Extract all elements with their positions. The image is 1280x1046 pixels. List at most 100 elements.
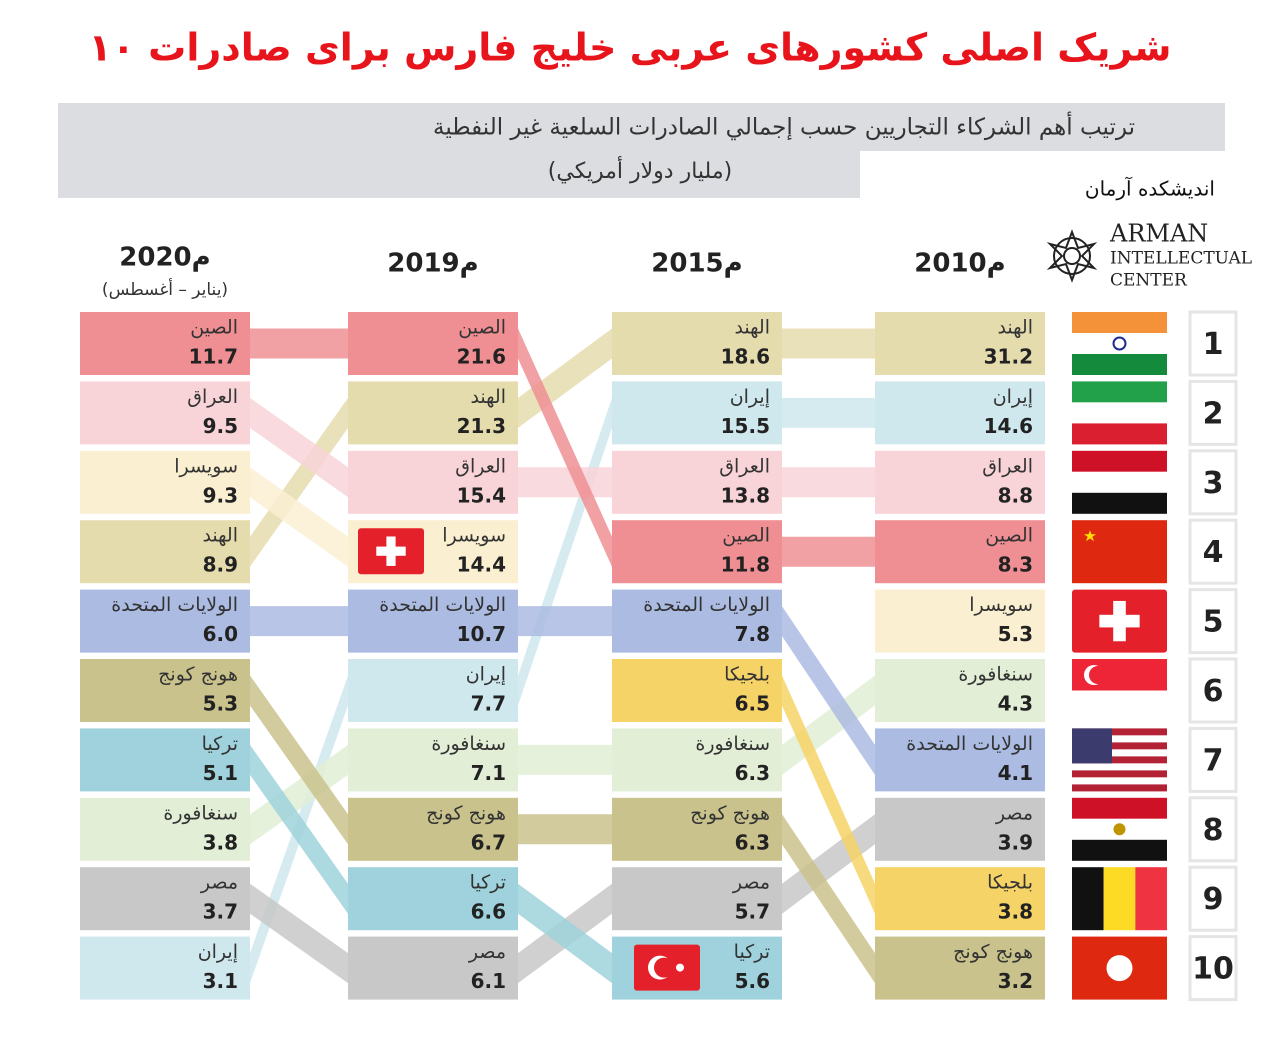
rank-box — [1188, 518, 1238, 585]
flag — [1072, 728, 1167, 736]
logo-text: INTELLECTUAL — [1110, 249, 1252, 269]
partner-box — [875, 450, 1045, 514]
rank-box — [1188, 588, 1238, 655]
partner-box — [348, 589, 518, 653]
flag — [1072, 777, 1167, 785]
flag-cross — [376, 546, 406, 556]
partner-name: سويسرا — [174, 455, 238, 477]
partner-box — [80, 589, 250, 653]
partner-value: 3.8 — [203, 830, 238, 854]
flag — [1072, 492, 1167, 514]
subtitle-box — [58, 103, 1225, 151]
partner-name: الولايات المتحدة — [111, 594, 238, 616]
logo-persian: اندیشکده آرمان — [1085, 177, 1215, 201]
logo-text: CENTER — [1110, 271, 1188, 291]
flag — [1072, 381, 1167, 403]
logo-text: ARMAN — [1109, 220, 1208, 248]
partner-value: 6.6 — [471, 900, 506, 924]
flag — [1072, 735, 1167, 743]
partner-value: 21.3 — [457, 414, 506, 438]
partner-box — [80, 936, 250, 1000]
rank-box — [1188, 726, 1238, 793]
rank: 2 — [1203, 396, 1224, 431]
partner-name: الولايات المتحدة — [906, 733, 1033, 755]
partner-box — [612, 450, 782, 514]
partner-value: 8.8 — [998, 483, 1033, 507]
partner-value: 8.9 — [203, 553, 238, 577]
ribbon — [782, 397, 875, 428]
partner-name: الصين — [722, 525, 770, 547]
flag — [1072, 312, 1167, 333]
partner-box — [875, 589, 1045, 653]
partner-value: 3.8 — [998, 900, 1033, 924]
partner-value: 14.4 — [457, 553, 506, 577]
partner-name: هونج كونج — [426, 802, 506, 824]
partner-box — [875, 728, 1045, 792]
partner-name: مصر — [995, 802, 1033, 824]
ribbon — [250, 675, 348, 845]
flag — [1072, 742, 1167, 750]
partner-box — [348, 381, 518, 445]
partner-value: 6.0 — [203, 622, 238, 646]
rank: 6 — [1203, 674, 1224, 709]
partner-name: إيران — [198, 941, 238, 964]
flag — [1072, 763, 1167, 771]
ribbons — [250, 328, 875, 984]
partner-name: العراق — [455, 455, 506, 477]
subtitle-box — [58, 150, 860, 198]
partner-box — [348, 797, 518, 861]
flag — [1072, 333, 1167, 354]
flag-crescent — [654, 957, 674, 978]
partner-box — [612, 312, 782, 375]
partner-box — [80, 450, 250, 514]
ribbon — [518, 606, 612, 637]
partner-name: الولايات المتحدة — [643, 594, 770, 616]
partner-value: 21.6 — [457, 345, 506, 369]
rank: 10 — [1192, 952, 1234, 987]
partner-value: 18.6 — [721, 345, 770, 369]
partner-box — [612, 867, 782, 931]
ribbon — [518, 744, 612, 775]
partner-name: سنغافورة — [958, 664, 1033, 686]
flag — [1072, 784, 1167, 792]
partner-value: 6.3 — [735, 761, 770, 785]
ribbon — [782, 328, 875, 359]
partner-value: 5.3 — [998, 622, 1033, 646]
rank: 8 — [1203, 813, 1224, 848]
partner-name: العراق — [719, 455, 770, 477]
partner-name: الهند — [202, 525, 238, 547]
partner-name: مصر — [732, 872, 770, 894]
year-header: 2019م — [387, 249, 478, 279]
partner-name: إيران — [466, 664, 506, 687]
partner-name: الهند — [734, 317, 770, 339]
ribbon — [250, 467, 348, 567]
ribbon — [782, 814, 875, 984]
partner-value: 14.6 — [984, 414, 1033, 438]
ribbon — [518, 883, 612, 984]
flag-star — [1084, 530, 1096, 542]
flag — [1072, 450, 1167, 472]
partner-box — [348, 728, 518, 792]
partner-box — [875, 381, 1045, 445]
partner-name: بلجيكا — [724, 664, 770, 686]
partner-value: 31.2 — [984, 345, 1033, 369]
partner-value: 6.3 — [735, 830, 770, 854]
partner-name: العراق — [187, 386, 238, 408]
partner-box — [612, 589, 782, 653]
partner-name: بلجيكا — [987, 872, 1033, 894]
partner-box — [348, 659, 518, 722]
partner-name: تركيا — [734, 941, 770, 963]
partner-name: سويسرا — [442, 525, 506, 547]
partner-value: 9.3 — [203, 483, 238, 507]
rank-box — [1188, 379, 1238, 446]
partner-name: هونج كونج — [158, 664, 238, 686]
ribbon — [518, 814, 612, 845]
ribbon — [782, 675, 875, 914]
partner-value: 6.7 — [471, 830, 506, 854]
partner-value: 15.4 — [457, 483, 506, 507]
partner-value: 13.8 — [721, 483, 770, 507]
partner-value: 5.7 — [735, 900, 770, 924]
flag — [1103, 867, 1136, 931]
flag — [1072, 423, 1167, 445]
